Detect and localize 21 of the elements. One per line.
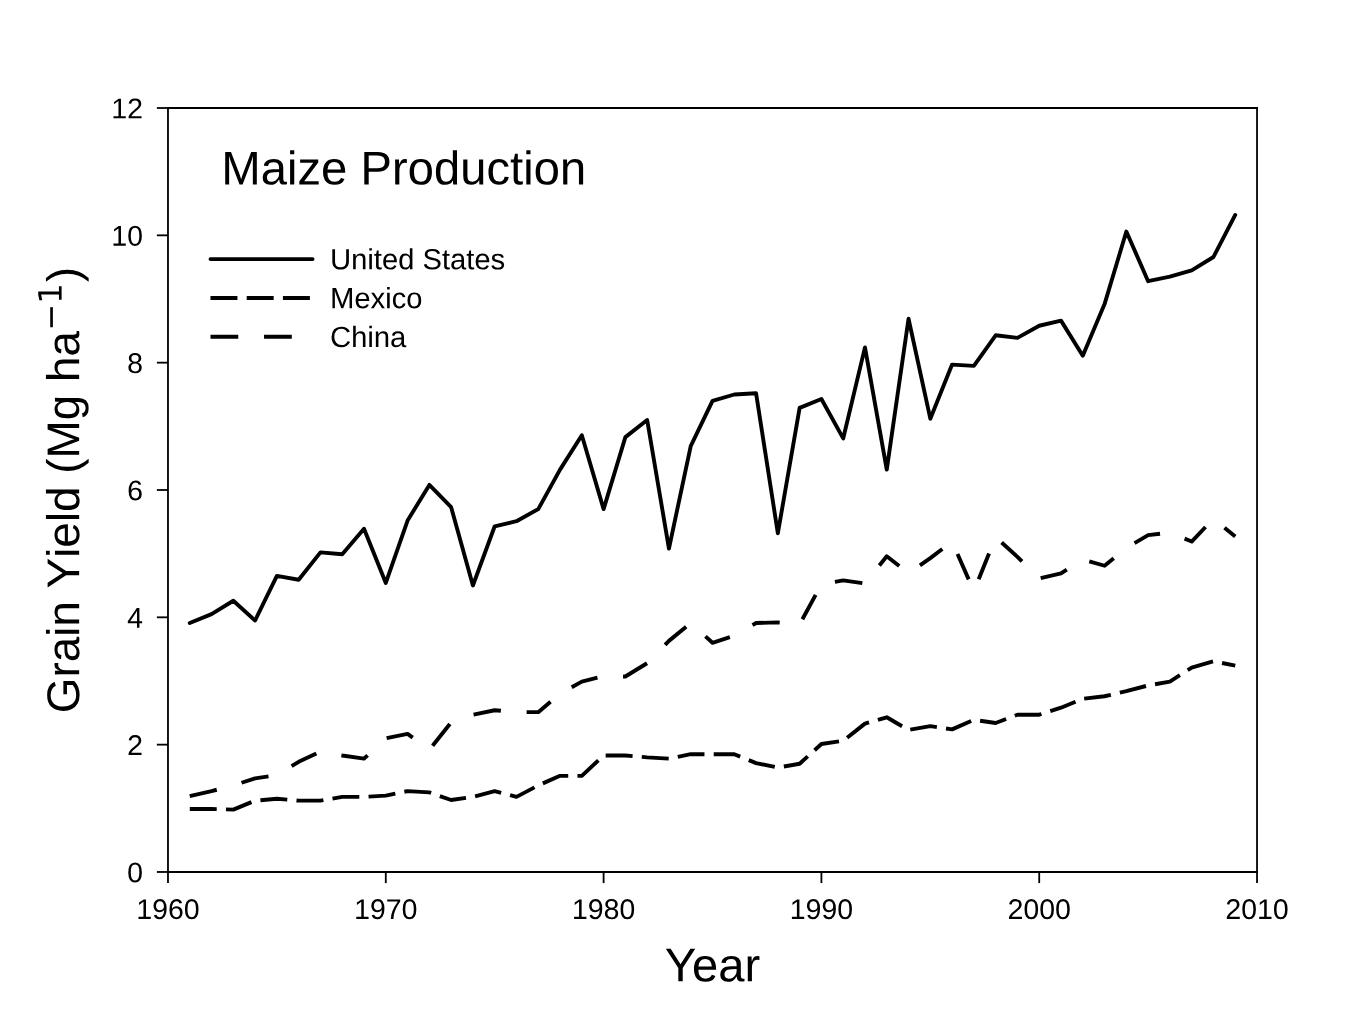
y-tick-label: 10 [113, 225, 142, 246]
y-tick-label: 12 [113, 98, 142, 119]
y-tick-label: 4 [127, 608, 143, 628]
x-tick-label: 1970 [356, 899, 417, 920]
legend-label: China [331, 325, 407, 348]
y-tick-label: 6 [128, 480, 142, 501]
legend-label: Mexico [332, 287, 422, 309]
y-tick-label: 0 [128, 862, 142, 883]
text: Maize Production [225, 150, 584, 185]
y-tick-label: 8 [128, 353, 142, 374]
y-tick-label: 2 [128, 735, 142, 755]
x-axis-title: Year [665, 948, 760, 982]
y-axis-title: Grain Yield (Mg ha$^{−1}$) [38, 269, 89, 711]
legend-label: United States [332, 248, 505, 270]
x-tick-label: 2000 [1008, 899, 1070, 920]
line-series [187, 213, 1238, 625]
x-tick-label: 2010 [1226, 899, 1288, 920]
x-tick-label: 1990 [791, 899, 852, 920]
line-series [187, 659, 1238, 812]
x-tick-label: 1980 [574, 899, 635, 920]
x-tick-label: 1960 [138, 899, 199, 920]
